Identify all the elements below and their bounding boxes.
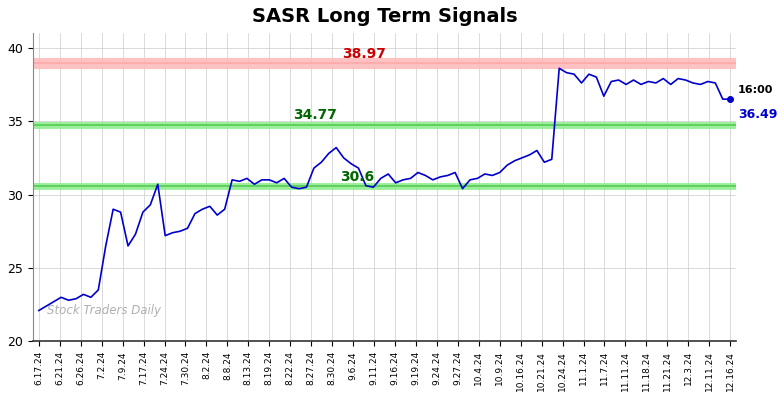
Text: Stock Traders Daily: Stock Traders Daily bbox=[46, 304, 161, 317]
Text: 36.49: 36.49 bbox=[738, 108, 777, 121]
Text: 30.6: 30.6 bbox=[339, 170, 374, 183]
Text: 38.97: 38.97 bbox=[342, 47, 386, 60]
Text: 34.77: 34.77 bbox=[293, 108, 337, 122]
Title: SASR Long Term Signals: SASR Long Term Signals bbox=[252, 7, 517, 26]
Text: 16:00: 16:00 bbox=[738, 85, 773, 95]
